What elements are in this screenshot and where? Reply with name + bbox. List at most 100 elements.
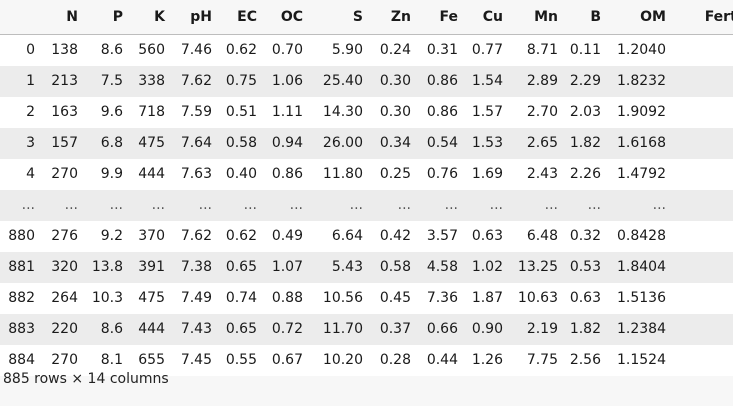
table-cell: 444 [138,166,165,182]
table-cell: 0.40 [225,166,257,182]
table-cell: 7.75 [526,352,558,368]
table-cell: 0.58 [379,259,411,275]
column-header: Fe [417,0,464,35]
table-cell: 0.86 [426,73,458,89]
table-cell: 0.66 [426,321,458,337]
table-cell: 5.43 [331,259,363,275]
table-cell: 0.34 [379,135,411,151]
table-cell: 1.06 [271,73,303,89]
row-index: 2 [26,104,35,120]
table-cell: 0.30 [379,104,411,120]
table-cell: 3.57 [426,228,458,244]
table-cell: 270 [51,352,78,368]
table-cell: 7.62 [180,228,212,244]
column-header: Fertility [672,0,733,35]
table-row: 880 276 9.2 370 7.62 0.62 0.49 6.64 0.42 3.57 0.63… [0,221,733,252]
table-cell: 0.86 [426,104,458,120]
table-cell: 320 [51,259,78,275]
ellipsis-row: ........................................… [0,190,733,221]
table-cell: 1.82 [569,321,601,337]
row-index: 3 [26,135,35,151]
table-row: 1 213 7.5 338 7.62 0.75 1.06 25.40 0.30 0.86 1.54 2… [0,66,733,97]
table-cell: 370 [138,228,165,244]
header-row: NPKpHECOCSZnFeCuMnBOMFertility [0,0,733,35]
table-cell: 10.20 [322,352,363,368]
table-cell: 13.8 [91,259,123,275]
table-cell: 2.70 [526,104,558,120]
table-cell: 0.51 [225,104,257,120]
table-cell: 2.89 [526,73,558,89]
table-cell: 0.42 [379,228,411,244]
table-cell: 7.45 [180,352,212,368]
table-row: 4 270 9.9 444 7.63 0.40 0.86 11.80 0.25 0.76 1.69 2… [0,159,733,190]
table-cell: 1.11 [271,104,303,120]
table-cell: 0.75 [225,73,257,89]
table-header: NPKpHECOCSZnFeCuMnBOMFertility [0,0,733,35]
row-index: 884 [8,352,35,368]
table-cell: 1.4792 [617,166,666,182]
column-header: OM [607,0,672,35]
table-cell: 7.5 [100,73,123,89]
table-cell: 1.8232 [617,73,666,89]
table-cell: 0.90 [471,321,503,337]
table-cell: 7.36 [426,290,458,306]
table-cell: 0.65 [225,259,257,275]
table-cell: 0.31 [426,42,458,58]
column-header: Mn [509,0,564,35]
table-cell: 391 [138,259,165,275]
table-cell: 10.56 [322,290,363,306]
table-cell: ... [444,197,458,213]
table-cell: 138 [51,42,78,58]
table-cell: 7.46 [180,42,212,58]
table-cell: 6.48 [526,228,558,244]
table-cell: 1.07 [271,259,303,275]
table-cell: 163 [51,104,78,120]
table-cell: 0.74 [225,290,257,306]
table-cell: 26.00 [322,135,363,151]
table-cell: 4.58 [426,259,458,275]
table-cell: 0.25 [379,166,411,182]
table-cell: 560 [138,42,165,58]
column-header: K [129,0,171,35]
table-cell: 0.65 [225,321,257,337]
table-cell: 1.5136 [617,290,666,306]
table-cell: 10.63 [517,290,558,306]
table-cell: 8.71 [526,42,558,58]
row-index: 883 [8,321,35,337]
table-cell: 1.53 [471,135,503,151]
table-cell: 7.38 [180,259,212,275]
table-cell: 157 [51,135,78,151]
table-cell: 25.40 [322,73,363,89]
table-cell: 0.24 [379,42,411,58]
table-cell: ... [397,197,411,213]
table-cell: 1.8404 [617,259,666,275]
table-cell: 0.53 [569,259,601,275]
column-header: OC [263,0,309,35]
table-cell: ... [64,197,78,213]
table-cell: 9.6 [100,104,123,120]
table-cell: 0.28 [379,352,411,368]
table-cell: 8.6 [100,321,123,337]
table-cell: 1 [672,221,733,252]
table-cell: 2.56 [569,352,601,368]
table-cell: 0.62 [225,42,257,58]
table-cell: 1.2384 [617,321,666,337]
column-header: S [309,0,369,35]
table-cell: 0.54 [426,135,458,151]
table-cell: 7.63 [180,166,212,182]
table-cell: 11.80 [322,166,363,182]
table-cell: 11.70 [322,321,363,337]
table-cell: 0.76 [426,166,458,182]
table-cell: 8.6 [100,42,123,58]
table-cell: 220 [51,321,78,337]
table-cell: 213 [51,73,78,89]
table-cell: 2.29 [569,73,601,89]
dataframe-shape-footer: 885 rows × 14 columns [3,371,169,387]
table-cell: 0.37 [379,321,411,337]
row-index: 1 [26,73,35,89]
table-cell: 0.55 [225,352,257,368]
table-cell: 0.8428 [617,228,666,244]
table-cell: 276 [51,228,78,244]
table-cell: ... [672,190,733,221]
column-header: pH [171,0,218,35]
